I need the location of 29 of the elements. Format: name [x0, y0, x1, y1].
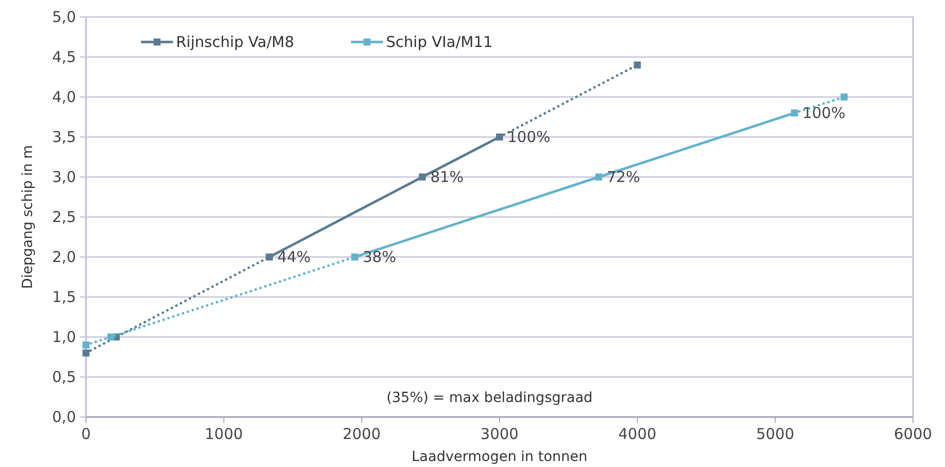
legend-label: Schip VIa/M11 — [386, 33, 493, 51]
x-tick-label: 3000 — [480, 425, 519, 443]
y-tick-label: 0,5 — [52, 368, 76, 386]
annotation: 44% — [277, 248, 311, 266]
y-tick-label: 4,0 — [52, 88, 76, 106]
x-tick-label: 1000 — [204, 425, 243, 443]
y-axis-title: Diepgang schip in m — [20, 145, 36, 289]
y-tick-label: 3,0 — [52, 168, 76, 186]
annotation: 72% — [606, 168, 640, 186]
annotation: 81% — [430, 168, 464, 186]
annotation: 100% — [802, 104, 846, 122]
x-tick-label: 0 — [81, 425, 91, 443]
legend-label: Rijnschip Va/M8 — [176, 33, 294, 51]
y-tick-label: 4,5 — [52, 48, 76, 66]
y-tick-label: 2,0 — [52, 248, 76, 266]
annotation: (35%) = max beladingsgraad — [386, 390, 593, 406]
x-axis-title: Laadvermogen in tonnen — [412, 449, 588, 465]
x-tick-label: 4000 — [618, 425, 656, 443]
y-tick-label: 3,5 — [52, 128, 76, 146]
y-tick-label: 1,5 — [52, 288, 76, 306]
annotation: 38% — [362, 248, 396, 266]
y-tick-label: 1,0 — [52, 328, 76, 346]
x-tick-label: 6000 — [894, 425, 932, 443]
annotation: 100% — [508, 128, 550, 146]
x-tick-label: 2000 — [342, 425, 381, 443]
y-tick-label: 5,0 — [52, 8, 76, 26]
y-tick-label: 2,5 — [52, 208, 76, 226]
x-tick-label: 5000 — [756, 425, 794, 443]
y-tick-label: 0,0 — [52, 408, 76, 426]
